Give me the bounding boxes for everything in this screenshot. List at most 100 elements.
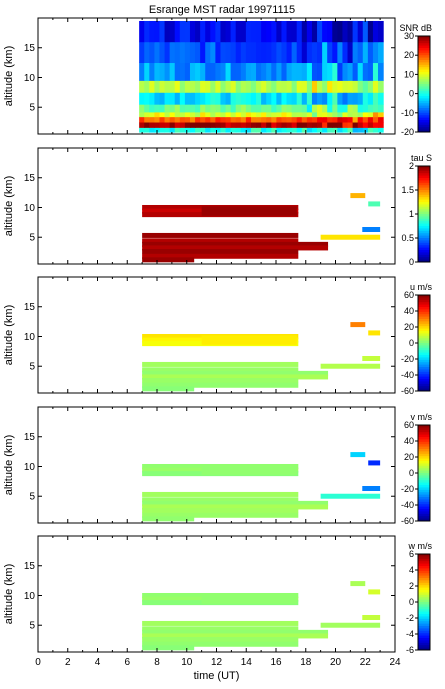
snr-cell (327, 116, 333, 123)
colorbar-step (418, 573, 430, 577)
snr-cell (342, 92, 349, 105)
snr-cell (306, 80, 313, 93)
snr-cell (179, 20, 186, 43)
colorbar-label: tau S (411, 153, 432, 163)
snr-cell (184, 41, 191, 64)
snr-cell (378, 104, 384, 113)
snr-cell (296, 80, 303, 93)
snr-cell (220, 20, 227, 43)
tau-layer (142, 232, 299, 238)
colorbar-step (418, 465, 430, 469)
snr-cell (342, 20, 349, 43)
colorbar-tick-label: 40 (404, 436, 414, 446)
y-axis-label: altitude (km) (3, 564, 15, 625)
snr-cell (372, 20, 379, 43)
snr-cell (169, 111, 176, 118)
snr-cell (200, 92, 206, 105)
snr-cell (210, 116, 216, 123)
colorbar-step (418, 240, 430, 244)
colorbar-step (418, 463, 430, 467)
snr-cell (367, 80, 374, 93)
colorbar-step (418, 194, 430, 198)
y-tick-label: 10 (24, 462, 36, 473)
colorbar-step (418, 316, 430, 320)
snr-cell (256, 62, 262, 81)
snr-cell (281, 127, 288, 133)
snr-cell (352, 80, 359, 93)
colorbar-step (418, 614, 430, 617)
colorbar-step (418, 374, 430, 378)
snr-cell (261, 116, 267, 123)
snr-cell (317, 127, 323, 133)
snr-cell (250, 116, 257, 123)
snr-cell (230, 116, 237, 123)
snr-cell (210, 62, 216, 81)
snr-cell (347, 127, 354, 133)
snr-cell (342, 62, 349, 81)
snr-cell (332, 62, 338, 81)
snr-cell (306, 111, 313, 118)
snr-cell (291, 122, 298, 128)
snr-cell (225, 20, 232, 43)
tau-layer (142, 245, 329, 251)
colorbar-step (418, 609, 430, 613)
snr-cell (154, 122, 161, 128)
snr-cell (200, 80, 206, 93)
snr-cell (205, 127, 211, 133)
snr-cell (225, 80, 232, 93)
colorbar-step (418, 485, 430, 488)
colorbar-step (418, 335, 430, 339)
snr-cell (296, 41, 303, 64)
colorbar-step (418, 437, 430, 440)
colorbar-step (418, 599, 430, 603)
snr-cell (174, 80, 181, 93)
snr-cell (169, 116, 176, 123)
colorbar-step (418, 252, 430, 256)
v-layer (142, 497, 299, 503)
snr-cell (327, 20, 333, 43)
colorbar-step (418, 297, 430, 301)
snr-cell (352, 116, 359, 123)
colorbar-step (418, 69, 430, 73)
snr-cell (367, 41, 374, 64)
snr-cell (159, 127, 166, 133)
snr-cell (372, 41, 379, 64)
colorbar-step (418, 623, 430, 627)
snr-cell (352, 127, 359, 133)
colorbar-step (418, 379, 430, 382)
snr-cell (281, 92, 288, 105)
u-layer (362, 355, 381, 361)
colorbar-step (418, 645, 430, 649)
snr-cell (154, 41, 161, 64)
snr-cell (301, 62, 308, 81)
colorbar-label: v m/s (411, 412, 433, 422)
snr-cell (337, 41, 344, 64)
snr-cell (169, 104, 176, 113)
colorbar-step (418, 323, 430, 327)
colorbar-tick-label: 60 (404, 290, 414, 300)
colorbar-step (418, 516, 430, 520)
colorbar-tick-label: -20 (401, 354, 414, 364)
snr-cell (235, 92, 242, 105)
colorbar-tick-label: -20 (401, 484, 414, 494)
snr-cell (220, 62, 227, 81)
colorbar-tick-label: 20 (404, 322, 414, 332)
snr-cell (301, 92, 308, 105)
snr-cell (169, 127, 176, 133)
snr-cell (230, 62, 237, 81)
colorbar-tick-label: 40 (404, 306, 414, 316)
colorbar-step (418, 432, 430, 436)
y-axis-label: altitude (km) (3, 46, 15, 107)
w-layer (362, 614, 381, 620)
snr-cell (261, 111, 267, 118)
colorbar-step (418, 611, 430, 615)
colorbar-step (418, 630, 430, 634)
y-tick-label: 5 (29, 233, 35, 244)
colorbar-step (418, 93, 430, 97)
snr-cell (342, 127, 349, 133)
snr-cell (184, 127, 191, 133)
snr-cell (301, 80, 308, 93)
snr-cell (240, 62, 247, 81)
snr-cell (215, 111, 222, 118)
